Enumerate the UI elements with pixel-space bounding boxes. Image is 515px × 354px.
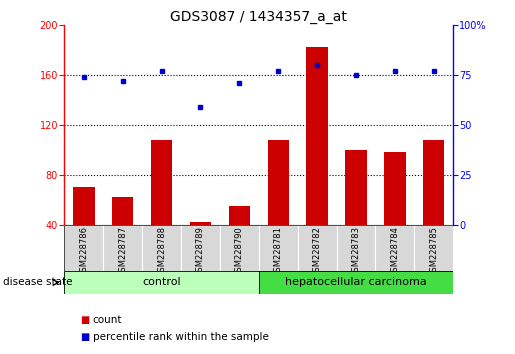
Text: GSM228790: GSM228790 bbox=[235, 226, 244, 277]
Bar bbox=[423, 140, 444, 225]
Text: ■: ■ bbox=[80, 315, 89, 325]
Text: GSM228788: GSM228788 bbox=[157, 226, 166, 277]
Text: GSM228783: GSM228783 bbox=[352, 226, 360, 277]
Text: control: control bbox=[142, 277, 181, 287]
Bar bbox=[181, 225, 220, 271]
Text: ■: ■ bbox=[80, 332, 89, 342]
Text: GSM228786: GSM228786 bbox=[79, 226, 88, 277]
Bar bbox=[259, 271, 453, 294]
Bar bbox=[414, 225, 453, 271]
Bar bbox=[259, 225, 298, 271]
Text: GSM228781: GSM228781 bbox=[274, 226, 283, 277]
Text: GSM228785: GSM228785 bbox=[430, 226, 438, 277]
Bar bbox=[229, 206, 250, 225]
Bar bbox=[375, 225, 414, 271]
Bar bbox=[103, 225, 142, 271]
Bar bbox=[73, 187, 95, 225]
Bar bbox=[64, 271, 259, 294]
Bar bbox=[151, 140, 173, 225]
Title: GDS3087 / 1434357_a_at: GDS3087 / 1434357_a_at bbox=[170, 10, 347, 24]
Text: hepatocellular carcinoma: hepatocellular carcinoma bbox=[285, 277, 427, 287]
Text: GSM228787: GSM228787 bbox=[118, 226, 127, 277]
Text: disease state: disease state bbox=[3, 278, 72, 287]
Bar bbox=[267, 140, 289, 225]
Bar bbox=[190, 222, 211, 225]
Bar bbox=[112, 197, 133, 225]
Text: GSM228782: GSM228782 bbox=[313, 226, 321, 277]
Bar bbox=[142, 225, 181, 271]
Bar bbox=[220, 225, 259, 271]
Text: count: count bbox=[93, 315, 122, 325]
Bar bbox=[337, 225, 375, 271]
Text: GSM228789: GSM228789 bbox=[196, 226, 205, 277]
Bar bbox=[306, 47, 328, 225]
Text: GSM228784: GSM228784 bbox=[390, 226, 399, 277]
Bar bbox=[345, 150, 367, 225]
Bar bbox=[298, 225, 336, 271]
Bar bbox=[384, 152, 406, 225]
Text: percentile rank within the sample: percentile rank within the sample bbox=[93, 332, 269, 342]
Bar bbox=[64, 225, 103, 271]
